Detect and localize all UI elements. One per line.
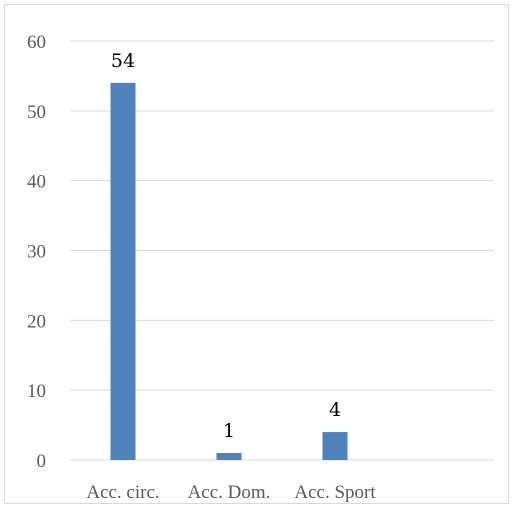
- data-label: 4: [329, 399, 341, 421]
- data-label: 1: [223, 420, 235, 442]
- y-tick-label: 30: [27, 242, 46, 263]
- y-tick-label: 10: [27, 381, 46, 402]
- x-category-label: Acc. Dom.: [188, 482, 271, 503]
- bar: [217, 453, 242, 460]
- bar: [323, 432, 348, 460]
- data-label: 54: [111, 50, 135, 72]
- y-tick-label: 60: [27, 32, 46, 53]
- y-tick-label: 0: [37, 451, 47, 472]
- y-tick-label: 40: [27, 172, 46, 193]
- bar: [111, 83, 136, 460]
- y-tick-label: 50: [27, 102, 46, 123]
- bars: [111, 83, 348, 460]
- x-category-label: Acc. circ.: [86, 482, 159, 503]
- x-category-label: Acc. Sport: [294, 482, 376, 503]
- y-tick-label: 20: [27, 311, 46, 332]
